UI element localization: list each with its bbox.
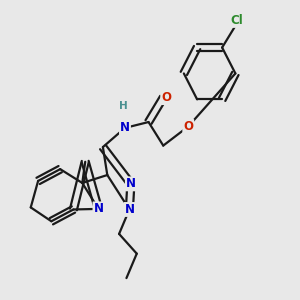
Text: N: N: [126, 177, 136, 190]
Text: H: H: [119, 101, 128, 111]
Text: O: O: [161, 91, 171, 104]
Text: O: O: [183, 120, 193, 133]
Text: N: N: [120, 122, 130, 134]
Text: Cl: Cl: [230, 14, 243, 27]
Text: N: N: [124, 203, 134, 216]
Text: N: N: [94, 202, 103, 215]
